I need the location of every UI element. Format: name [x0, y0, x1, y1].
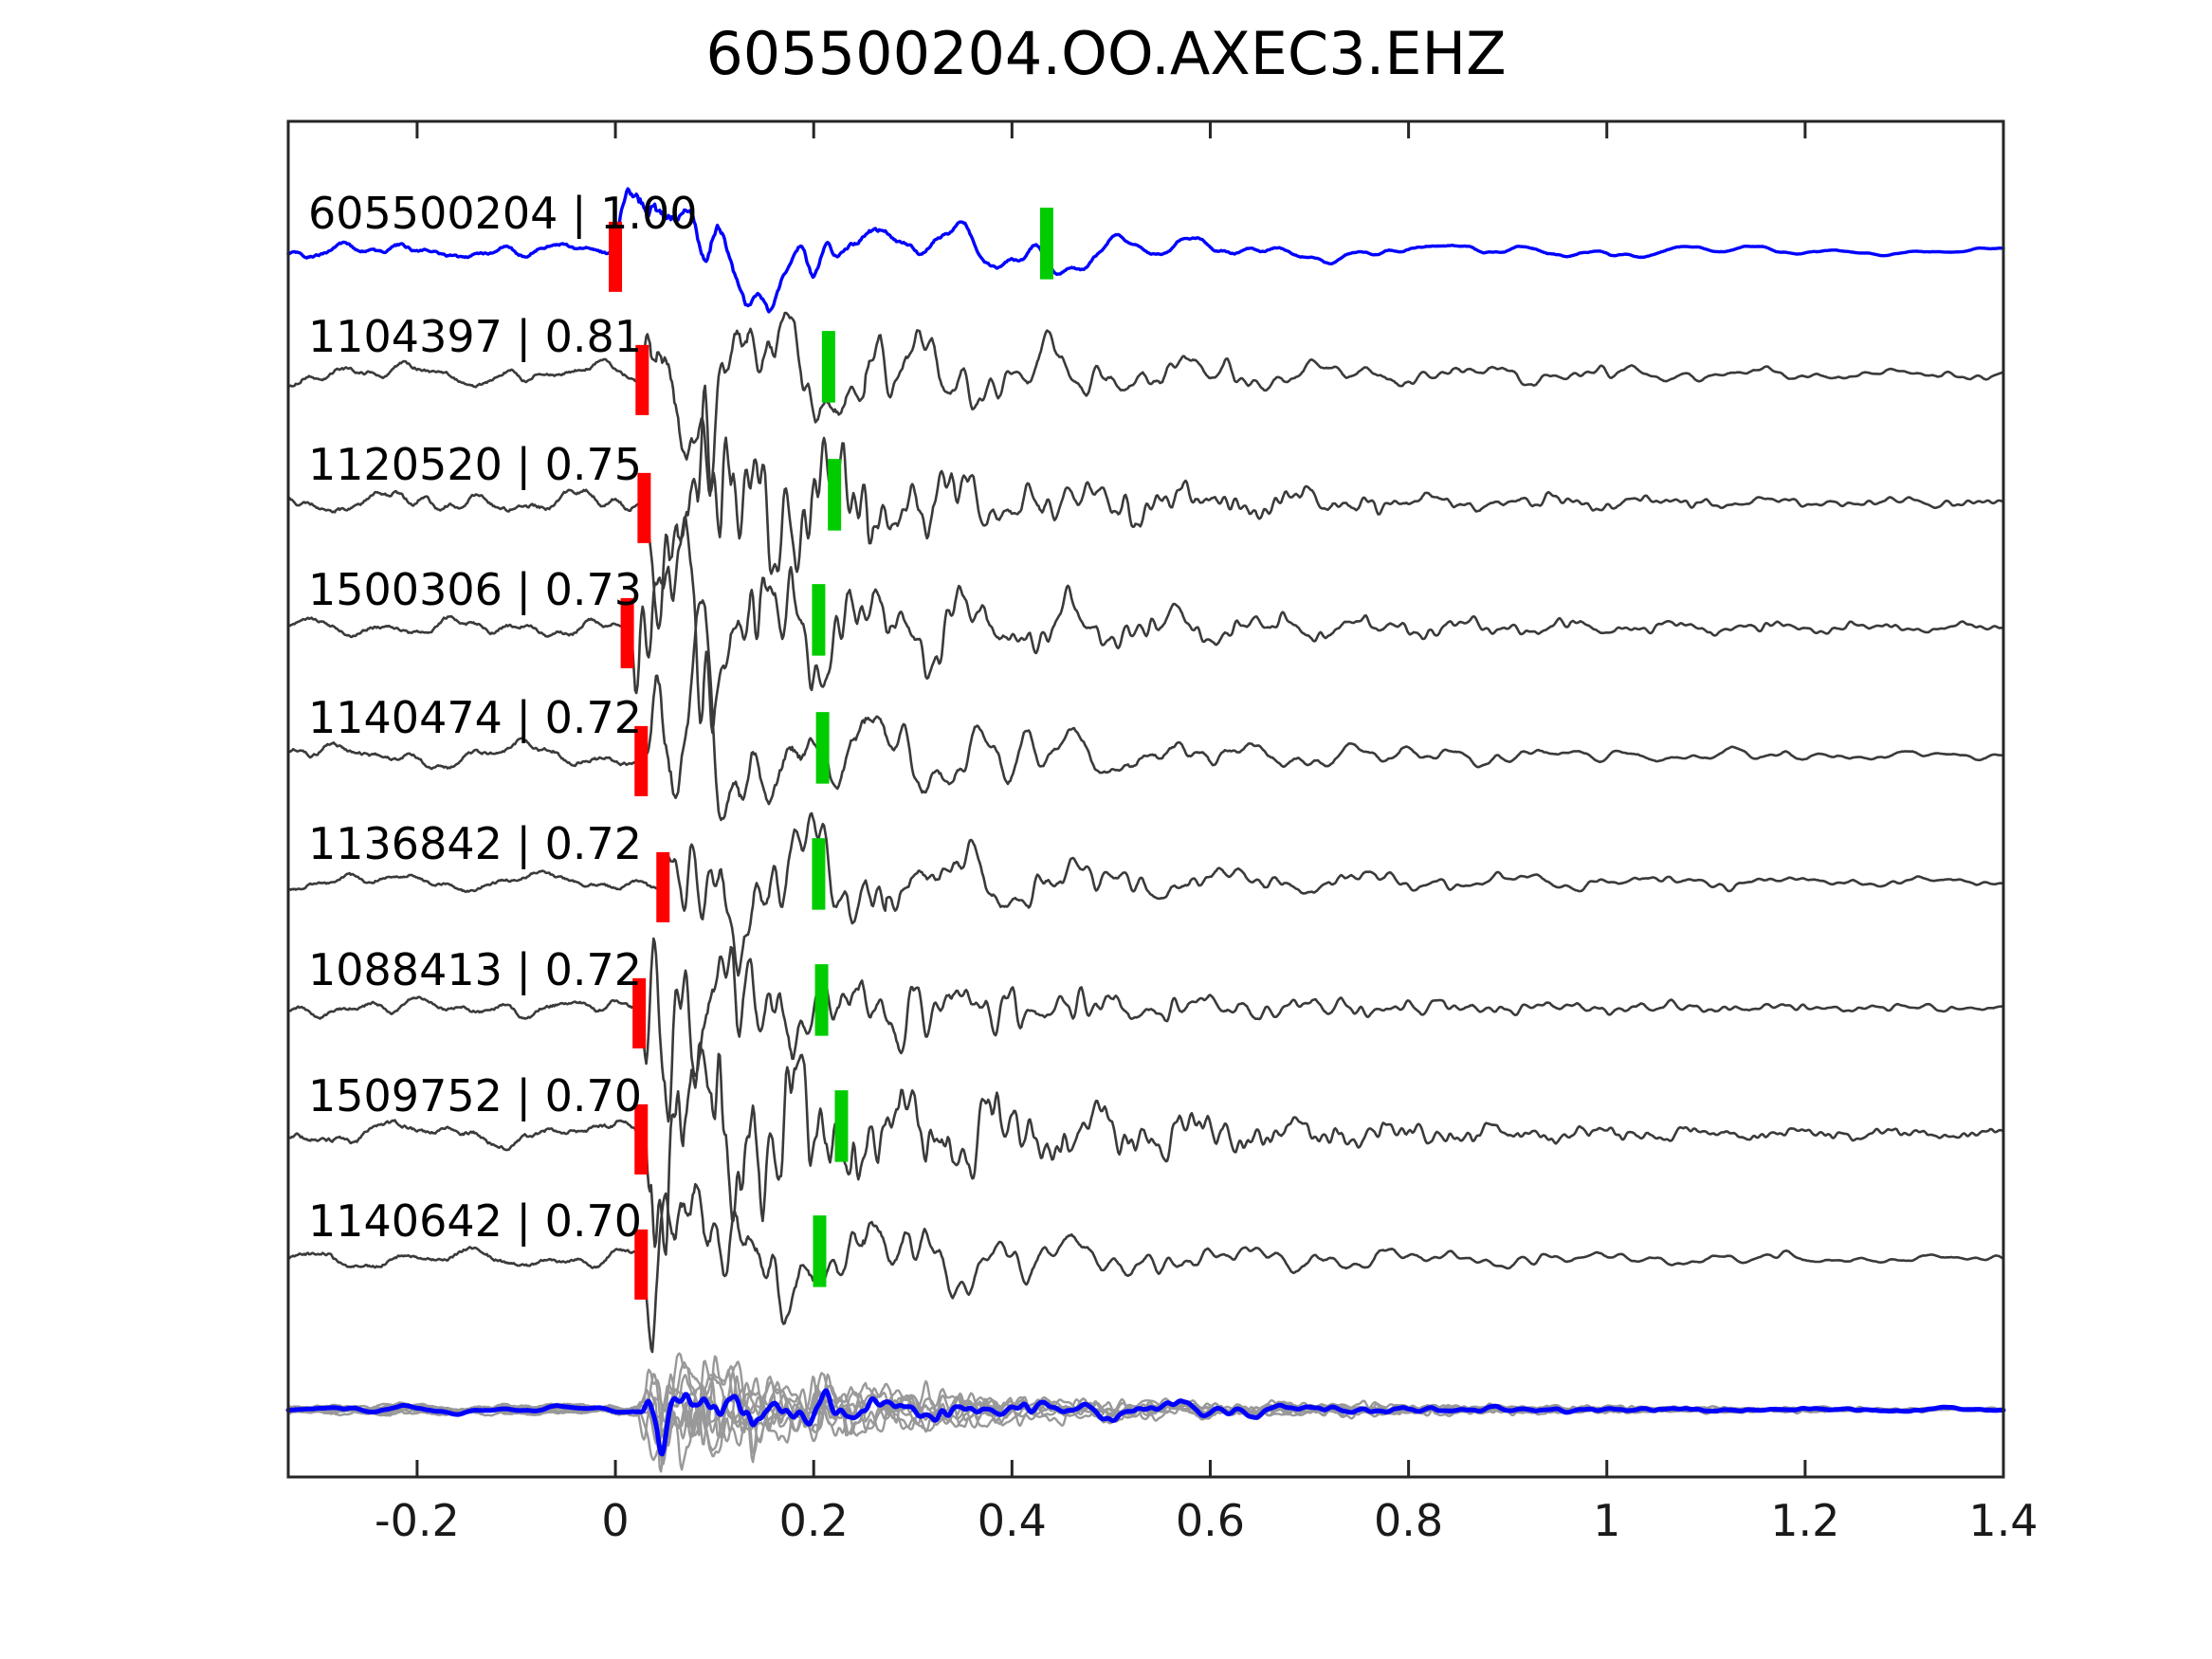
x-tick-label: 0.8 — [1374, 1495, 1443, 1546]
waveform-trace — [286, 1182, 2005, 1354]
trace-label: 1120520 | 0.75 — [308, 439, 642, 491]
waveform-trace — [286, 384, 2005, 630]
x-tick-label: 0.2 — [779, 1495, 849, 1546]
waveform-trace — [286, 811, 2005, 977]
trace-label: 1088413 | 0.72 — [308, 944, 642, 996]
trace-label: 1140474 | 0.72 — [308, 692, 642, 744]
trace-label: 605500204 | 1.00 — [308, 188, 698, 240]
waveform-traces — [285, 187, 2006, 1473]
waveform-trace — [286, 599, 2005, 822]
waveform-trace — [286, 515, 2005, 735]
trace-labels: 605500204 | 1.00 1104397 | 0.81 1120520 | … — [308, 188, 698, 1248]
stack-mean-trace — [285, 1388, 2006, 1457]
trace-label: 1500306 | 0.73 — [308, 564, 642, 616]
trace-label: 1104397 | 0.81 — [308, 311, 642, 363]
trace-label: 1509752 | 0.70 — [308, 1070, 642, 1122]
pick-markers — [609, 208, 1053, 1300]
x-tick-label: 1.2 — [1770, 1495, 1839, 1546]
stack-overlay-trace — [286, 1360, 2005, 1432]
x-tick-label: 1 — [1593, 1495, 1620, 1546]
waveform-trace — [286, 311, 2005, 498]
x-tick-label: 1.4 — [1968, 1495, 2038, 1546]
x-axis-ticks: -0.2 0 0.2 0.4 0.6 0.8 1 1.2 1.4 — [375, 121, 2038, 1546]
x-tick-label: 0.4 — [978, 1495, 1047, 1546]
axes-frame — [286, 119, 2005, 1479]
x-tick-label: 0.6 — [1176, 1495, 1245, 1546]
waveform-trace — [286, 937, 2005, 1123]
page-title: 605500204.OO.AXEC3.EHZ — [705, 19, 1507, 88]
waveform-trace — [286, 1041, 2005, 1256]
x-tick-label: -0.2 — [375, 1495, 460, 1546]
x-tick-label: 0 — [601, 1495, 629, 1546]
waveform-trace — [286, 187, 2005, 314]
trace-label: 1140642 | 0.70 — [308, 1195, 642, 1248]
trace-label: 1136842 | 0.72 — [308, 818, 642, 870]
